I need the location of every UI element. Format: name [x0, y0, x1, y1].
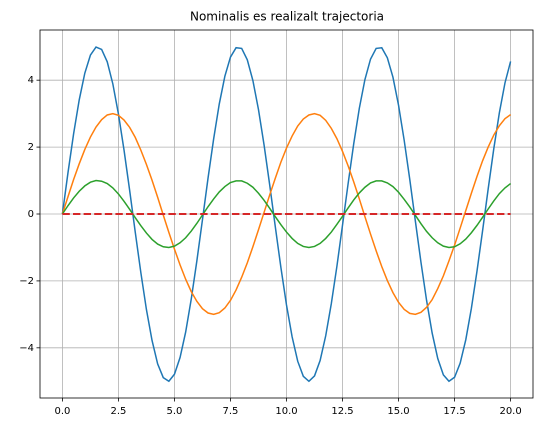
y-tick-label: −2	[19, 276, 34, 287]
y-tick-label: 4	[28, 75, 34, 86]
series-line	[61, 112, 512, 316]
y-tick-label: 0	[28, 209, 34, 220]
x-tick-label: 0.0	[54, 406, 70, 417]
x-tick-label: 5.0	[167, 406, 183, 417]
x-tick-label: 12.5	[331, 406, 353, 417]
y-tick-label: −4	[19, 343, 34, 354]
x-tick-label: 10.0	[275, 406, 297, 417]
y-tick-label: 2	[28, 142, 34, 153]
x-tick-label: 2.5	[110, 406, 126, 417]
x-tick-label: 17.5	[443, 406, 465, 417]
x-tick-label: 7.5	[223, 406, 239, 417]
series-line	[61, 179, 512, 249]
chart-title: Nominalis es realizalt trajectoria	[190, 10, 384, 24]
plot-frame	[39, 29, 534, 399]
series-line	[61, 46, 512, 383]
x-tick-label: 15.0	[387, 406, 409, 417]
x-tick-label: 20.0	[499, 406, 521, 417]
